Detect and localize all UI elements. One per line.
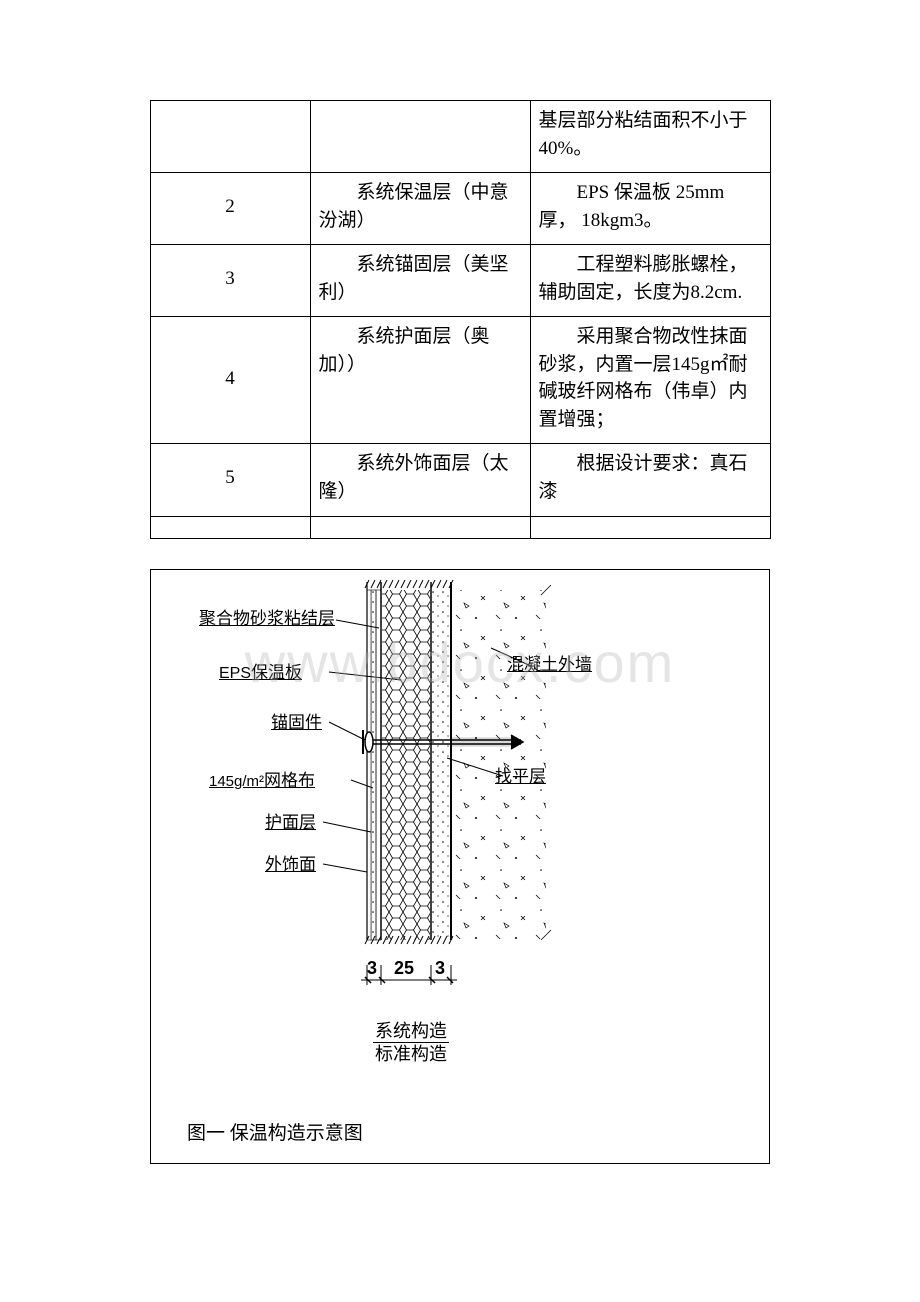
spec-table: 基层部分粘结面积不小于 40%。 2 系统保温层（中意汾湖） EPS 保温板 2… [150,100,771,539]
cell-text: 根据设计要求：真石漆 [539,453,748,502]
cell-num: 3 [150,245,310,317]
diagram-container: 聚合物砂浆粘结层 EPS保温板 锚固件 145g/m²网格布 护面层 外饰面 混… [150,569,770,1164]
cell-desc: EPS 保温板 25mm厚， 18kgm3。 [530,173,770,245]
cell-text: EPS 保温板 25mm厚， 18kgm3。 [539,182,725,231]
ratio-label: 系统构造 标准构造 [373,1020,449,1066]
cell-num: 5 [150,444,310,516]
cell-num: 4 [150,317,310,444]
label-anchor: 锚固件 [271,708,322,733]
table-row-empty [150,516,770,538]
cell-text: 工程塑料膨胀螺栓，辅助固定，长度为8.2cm. [539,254,748,303]
cell-text: 系统护面层（奥加）） [319,326,490,375]
cell-desc: 采用聚合物改性抹面砂浆，内置一层145g㎡耐碱玻纤网格布（伟卓）内置增强； [530,317,770,444]
cell-text: 采用聚合物改性抹面砂浆，内置一层145g㎡耐碱玻纤网格布（伟卓）内置增强； [539,326,748,430]
cell-num [150,516,310,538]
label-eps-board: EPS保温板 [219,658,302,683]
table-row: 5 系统外饰面层（太隆） 根据设计要求：真石漆 [150,444,770,516]
table-row: 4 系统护面层（奥加）） 采用聚合物改性抹面砂浆，内置一层145g㎡耐碱玻纤网格… [150,317,770,444]
ratio-bot: 标准构造 [373,1043,449,1066]
cell-name [310,101,530,173]
cell-num [150,101,310,173]
diagram-svg [151,570,769,1110]
cell-desc: 根据设计要求：真石漆 [530,444,770,516]
cell-desc [530,516,770,538]
dim-right: 3 [435,958,445,979]
cell-text: 系统保温层（中意汾湖） [319,182,509,231]
label-leveling-layer: 找平层 [495,762,546,787]
table-row: 3 系统锚固层（美坚利） 工程塑料膨胀螺栓，辅助固定，长度为8.2cm. [150,245,770,317]
ratio-top: 系统构造 [373,1020,449,1044]
label-face-layer: 护面层 [265,808,316,833]
label-finish-layer: 外饰面 [265,850,316,875]
table-row: 2 系统保温层（中意汾湖） EPS 保温板 25mm厚， 18kgm3。 [150,173,770,245]
dim-mid: 25 [394,958,414,979]
cell-text: 系统锚固层（美坚利） [319,254,509,303]
cell-desc: 工程塑料膨胀螺栓，辅助固定，长度为8.2cm. [530,245,770,317]
label-mesh: 145g/m²网格布 [209,766,315,791]
cell-desc: 基层部分粘结面积不小于 40%。 [530,101,770,173]
cell-name: 系统锚固层（美坚利） [310,245,530,317]
dim-left: 3 [367,958,377,979]
cell-name [310,516,530,538]
cell-text: 系统外饰面层（太隆） [319,453,509,502]
cell-name: 系统外饰面层（太隆） [310,444,530,516]
diagram-caption: 图一 保温构造示意图 [151,1110,769,1163]
cell-name: 系统护面层（奥加）） [310,317,530,444]
cell-num: 2 [150,173,310,245]
label-adhesive-layer: 聚合物砂浆粘结层 [199,604,335,629]
table-row: 基层部分粘结面积不小于 40%。 [150,101,770,173]
label-concrete-wall: 混凝土外墙 [507,650,592,675]
diagram: 聚合物砂浆粘结层 EPS保温板 锚固件 145g/m²网格布 护面层 外饰面 混… [151,570,769,1110]
cell-name: 系统保温层（中意汾湖） [310,173,530,245]
